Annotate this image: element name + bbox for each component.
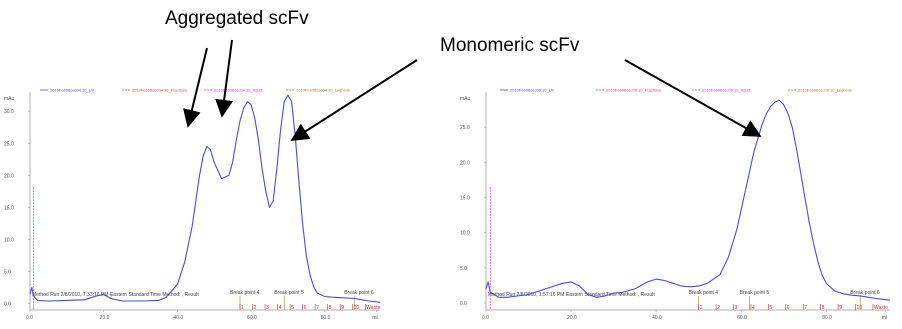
- y-tick-label: 15.0: [4, 205, 14, 211]
- chart-1: mAu 0.0 5.0 10.0 15.0 20.0 25.0 30.0 0.0 20.0 40.0…: [4, 88, 380, 322]
- fraction-label: 3: [735, 305, 738, 311]
- fraction-label: 3: [266, 305, 269, 311]
- y-tick-label: 0.0: [460, 301, 467, 307]
- fraction-label: 5: [769, 305, 772, 311]
- y-tick-label: 0.0: [4, 302, 11, 308]
- fraction-label: 8: [329, 305, 332, 311]
- x-tick-label: 80.0: [822, 315, 832, 321]
- x-tick-label: 80.0: [321, 315, 331, 321]
- uv-trace-line: [29, 94, 381, 303]
- legend-entry: 2010Feb08sec09:10_Fractions: [606, 88, 661, 93]
- x-tick-label: 0.0: [26, 315, 33, 321]
- fraction-label: 1: [700, 305, 703, 311]
- fraction-label: 10: [857, 305, 863, 311]
- arrow-monomeric-left: [290, 59, 418, 141]
- fraction-label: 2: [254, 305, 257, 311]
- breakpoint-label: Break point 4: [230, 290, 260, 296]
- breakpoint-label: Break point 5: [740, 290, 770, 296]
- chart-2: mAu 0.0 5.0 10.0 15.0 20.0 25.0 0.0 20.0 40.0 60.0…: [460, 88, 891, 321]
- y-tick-label: 30.0: [4, 109, 14, 115]
- method-run-note: Method Run 2/8/2010, 1:57:16 PM Eastern …: [488, 292, 655, 298]
- y-tick-label: 5.0: [4, 270, 11, 276]
- x-tick-label: 20.0: [567, 315, 577, 321]
- y-axis-label: mAu: [4, 96, 15, 102]
- breakpoint-label: Break point 6: [850, 290, 880, 296]
- legend-entry: 2010Feb08sec09:10_Inject: [702, 88, 751, 93]
- x-tick-label: 0.0: [482, 315, 489, 321]
- fraction-label: 10: [354, 305, 360, 311]
- y-tick-label: 25.0: [460, 125, 470, 131]
- legend-entry: 2010Feb08sec04:10_UV: [50, 88, 95, 93]
- arrow-monomeric-right: [624, 59, 762, 137]
- fraction-label: 8: [822, 305, 825, 311]
- fraction-label: 4: [752, 305, 755, 311]
- y-tick-label: 20.0: [4, 173, 14, 179]
- legend-entry: 2010Feb08sec09:10_Logbook: [798, 88, 852, 93]
- y-tick-label: 25.0: [4, 141, 14, 147]
- fraction-label: 5: [291, 305, 294, 311]
- breakpoint-label: Break point 5: [274, 290, 304, 296]
- y-tick-label: 20.0: [460, 160, 470, 166]
- fraction-label: 2: [717, 305, 720, 311]
- x-tick-label: 40.0: [652, 315, 662, 321]
- x-tick-label: 60.0: [247, 315, 257, 321]
- aggregated-scfv-label: Aggregated scFv: [165, 8, 309, 29]
- fraction-label: 9: [341, 305, 344, 311]
- uv-trace-line: [485, 99, 891, 301]
- fraction-label: Waste: [874, 305, 888, 311]
- fraction-label: Waste: [366, 305, 380, 311]
- arrow-aggregated-1: [183, 47, 208, 128]
- y-tick-label: 10.0: [460, 231, 470, 237]
- arrow-aggregated-2: [215, 39, 234, 118]
- monomeric-scfv-label: Monomeric scFv: [440, 35, 580, 56]
- legend-entry: 2010Feb08sec04:10_Fractions: [132, 88, 187, 93]
- fraction-label: 9: [839, 305, 842, 311]
- breakpoint-label: Break point 6: [344, 290, 374, 296]
- fraction-label: 7: [804, 305, 807, 311]
- fraction-label: 1: [241, 305, 244, 311]
- fraction-label: 6: [304, 305, 307, 311]
- y-tick-label: 5.0: [460, 266, 467, 272]
- fraction-label: 6: [787, 305, 790, 311]
- annotation-arrows: [183, 39, 762, 141]
- legend-entry: 2010Feb08sec09:10_UV: [510, 88, 555, 93]
- x-tick-label: 20.0: [100, 315, 110, 321]
- method-run-note: Method Run 2/8/2010, 7:33:16 PM Eastern …: [32, 292, 199, 298]
- y-axis-label: mAu: [460, 96, 471, 102]
- y-tick-label: 10.0: [4, 237, 14, 243]
- x-tick-label: ml: [372, 315, 377, 321]
- fraction-label: 4: [279, 305, 282, 311]
- legend-entry: 2010Feb08sec04:10_Logbook: [296, 88, 350, 93]
- legend-entry: 2010Feb08sec04:10_Inject: [214, 88, 263, 93]
- breakpoint-label: Break point 4: [689, 290, 719, 296]
- fraction-label: 7: [316, 305, 319, 311]
- x-tick-label: 40.0: [173, 315, 183, 321]
- y-tick-label: 15.0: [460, 195, 470, 201]
- x-tick-label: 60.0: [737, 315, 747, 321]
- x-tick-label: ml: [882, 315, 887, 321]
